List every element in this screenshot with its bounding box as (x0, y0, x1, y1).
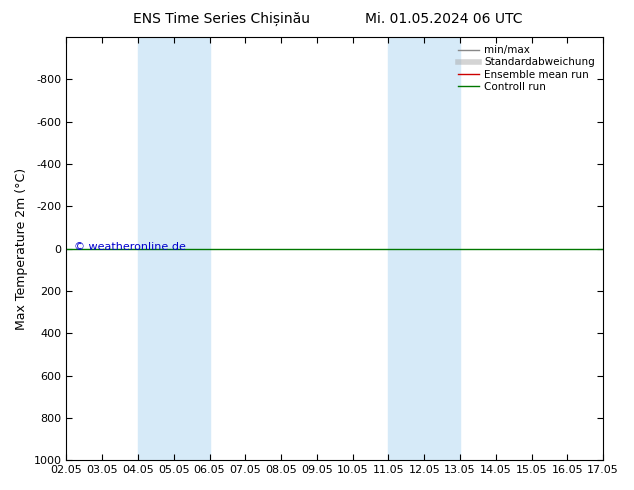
Text: ENS Time Series Chișinău: ENS Time Series Chișinău (133, 12, 311, 26)
Legend: min/max, Standardabweichung, Ensemble mean run, Controll run: min/max, Standardabweichung, Ensemble me… (455, 42, 598, 95)
Text: © weatheronline.de: © weatheronline.de (74, 242, 186, 252)
Text: Mi. 01.05.2024 06 UTC: Mi. 01.05.2024 06 UTC (365, 12, 522, 26)
Bar (389, 37, 460, 460)
Bar (138, 37, 210, 460)
Y-axis label: Max Temperature 2m (°C): Max Temperature 2m (°C) (15, 168, 28, 330)
